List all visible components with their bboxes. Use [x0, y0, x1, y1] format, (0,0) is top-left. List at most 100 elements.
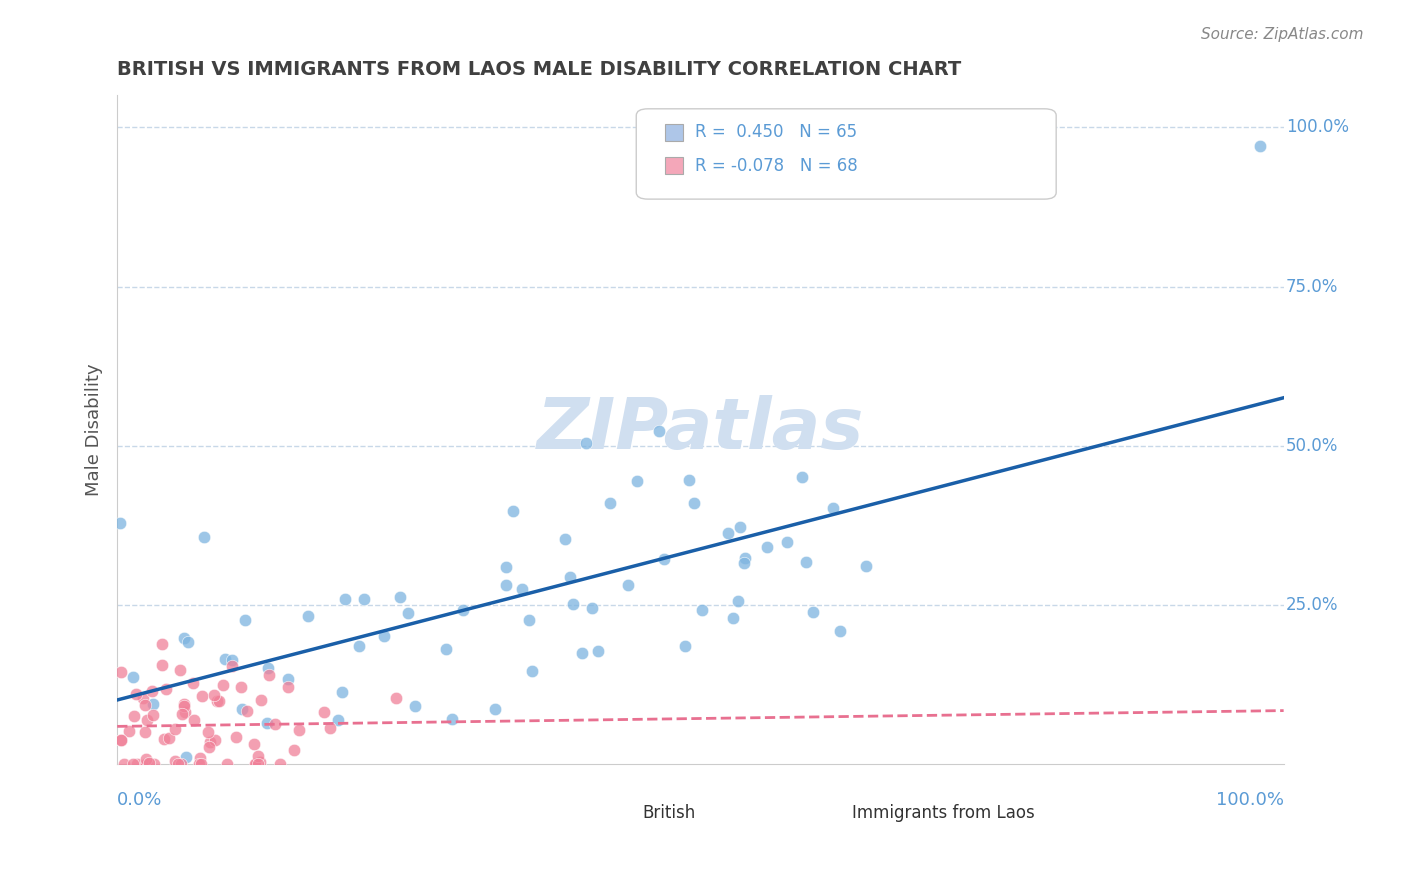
British: [330, 685, 353, 699]
Immigrants from Laos: [188, 750, 211, 764]
Immigrants from Laos: [143, 756, 166, 771]
British: [733, 556, 755, 570]
Immigrants from Laos: [138, 756, 160, 770]
Immigrants from Laos: [181, 675, 204, 690]
Immigrants from Laos: [243, 757, 266, 772]
Immigrants from Laos: [236, 704, 259, 718]
Immigrants from Laos: [135, 752, 157, 766]
Immigrants from Laos: [173, 697, 195, 711]
British: [512, 582, 534, 597]
Immigrants from Laos: [110, 665, 132, 680]
Immigrants from Laos: [157, 731, 180, 746]
Text: R =  0.450   N = 65: R = 0.450 N = 65: [695, 123, 856, 141]
Immigrants from Laos: [122, 709, 145, 723]
British: [522, 664, 544, 678]
Text: 100.0%: 100.0%: [1216, 791, 1284, 809]
British: [728, 520, 751, 534]
British: [554, 532, 576, 546]
British: [599, 496, 621, 510]
British: [257, 661, 280, 675]
British: [1249, 139, 1271, 153]
Immigrants from Laos: [221, 659, 243, 673]
Immigrants from Laos: [197, 725, 219, 739]
British: [373, 629, 395, 643]
Text: 50.0%: 50.0%: [1286, 437, 1339, 455]
British: [404, 698, 426, 713]
British: [755, 540, 778, 554]
British: [617, 578, 640, 592]
Immigrants from Laos: [163, 754, 186, 768]
Immigrants from Laos: [249, 755, 271, 769]
Immigrants from Laos: [153, 732, 176, 747]
Immigrants from Laos: [122, 757, 145, 772]
British: [517, 613, 540, 627]
Immigrants from Laos: [124, 687, 146, 701]
Immigrants from Laos: [257, 667, 280, 681]
British: [790, 470, 813, 484]
British: [495, 559, 517, 574]
FancyBboxPatch shape: [665, 124, 683, 141]
Immigrants from Laos: [246, 757, 269, 772]
Immigrants from Laos: [225, 730, 247, 744]
Immigrants from Laos: [167, 757, 190, 772]
Immigrants from Laos: [183, 713, 205, 727]
Immigrants from Laos: [229, 680, 252, 694]
Immigrants from Laos: [264, 717, 287, 731]
Immigrants from Laos: [110, 733, 132, 747]
British: [717, 525, 740, 540]
British: [626, 474, 648, 488]
Text: British: British: [643, 805, 696, 822]
British: [177, 635, 200, 649]
Text: Immigrants from Laos: Immigrants from Laos: [852, 805, 1035, 822]
British: [328, 713, 350, 727]
British: [434, 641, 457, 656]
British: [581, 601, 603, 615]
British: [484, 701, 506, 715]
Immigrants from Laos: [131, 691, 153, 706]
Immigrants from Laos: [155, 681, 177, 696]
British: [451, 603, 474, 617]
Immigrants from Laos: [134, 698, 156, 712]
Immigrants from Laos: [246, 749, 269, 764]
British: [235, 613, 257, 627]
Immigrants from Laos: [187, 757, 209, 772]
British: [353, 591, 375, 606]
British: [347, 639, 370, 653]
Immigrants from Laos: [150, 637, 173, 651]
Immigrants from Laos: [208, 694, 231, 708]
Immigrants from Laos: [385, 691, 408, 706]
British: [571, 646, 593, 660]
British: [193, 530, 215, 544]
FancyBboxPatch shape: [607, 805, 637, 822]
Immigrants from Laos: [198, 739, 221, 754]
Immigrants from Laos: [190, 757, 212, 772]
British: [734, 550, 756, 565]
Immigrants from Laos: [172, 707, 194, 722]
Immigrants from Laos: [250, 693, 273, 707]
Immigrants from Laos: [118, 724, 141, 739]
Immigrants from Laos: [212, 678, 235, 692]
British: [682, 496, 704, 510]
British: [561, 598, 583, 612]
Immigrants from Laos: [135, 757, 157, 772]
Text: 0.0%: 0.0%: [117, 791, 163, 809]
Immigrants from Laos: [288, 723, 311, 737]
Text: ZIPatlas: ZIPatlas: [537, 395, 865, 465]
British: [221, 653, 243, 667]
Immigrants from Laos: [174, 705, 197, 719]
Immigrants from Laos: [215, 757, 238, 772]
British: [586, 643, 609, 657]
British: [441, 712, 464, 726]
Immigrants from Laos: [127, 757, 149, 772]
Immigrants from Laos: [204, 732, 226, 747]
British: [174, 750, 197, 764]
Text: 25.0%: 25.0%: [1286, 596, 1339, 614]
Immigrants from Laos: [245, 757, 267, 772]
British: [256, 716, 278, 731]
Y-axis label: Male Disability: Male Disability: [86, 364, 103, 496]
Immigrants from Laos: [269, 757, 291, 772]
British: [690, 603, 713, 617]
British: [823, 501, 845, 516]
Immigrants from Laos: [207, 693, 229, 707]
British: [396, 607, 419, 621]
